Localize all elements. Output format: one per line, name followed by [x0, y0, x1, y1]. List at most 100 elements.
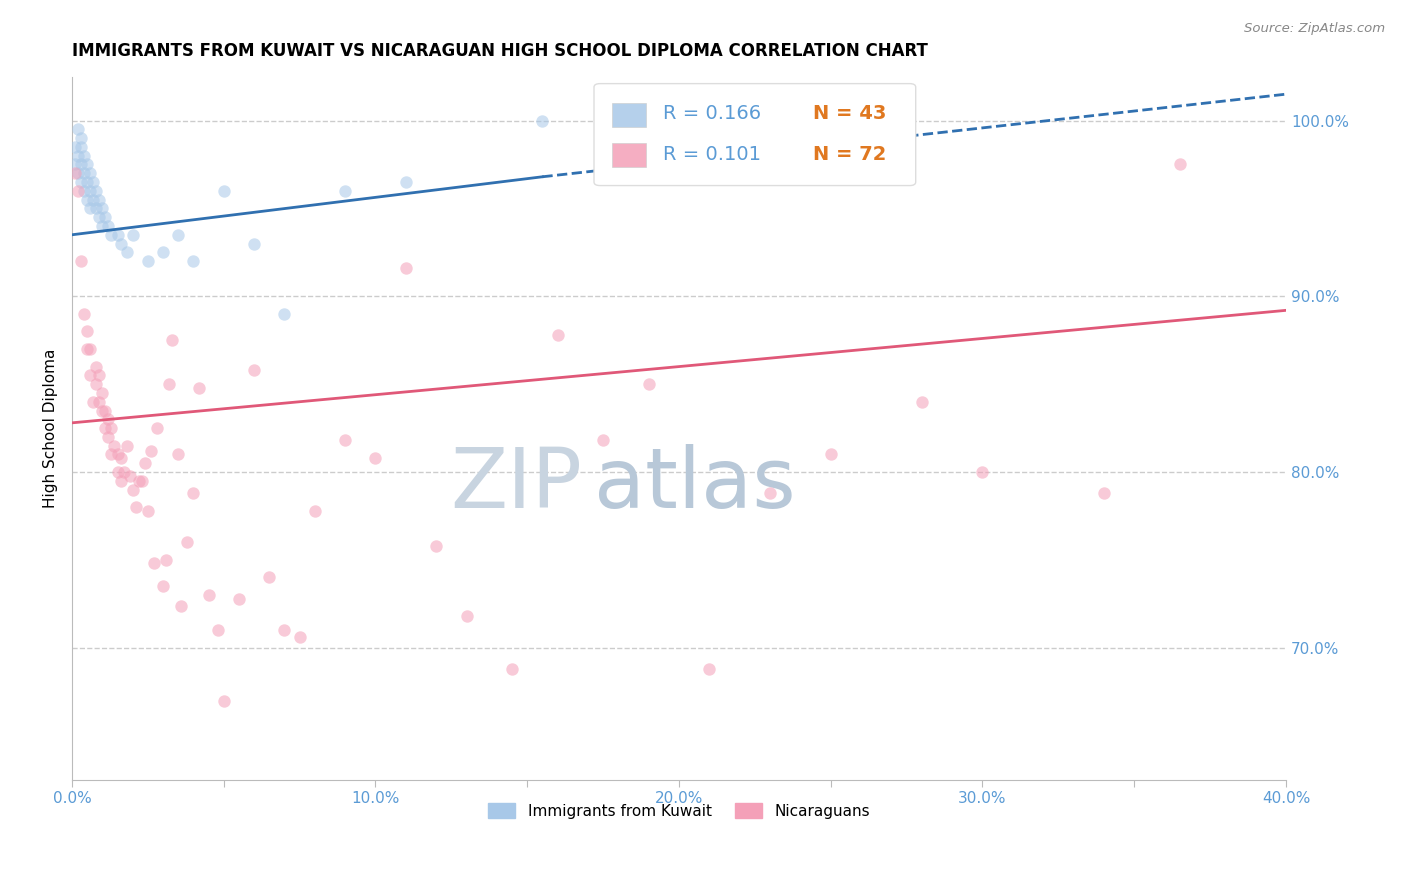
Point	[63, 140, 86, 154]
Point	[228, 591, 250, 606]
Point	[547, 328, 569, 343]
Point	[97, 219, 120, 233]
Point	[157, 377, 180, 392]
Point	[97, 412, 120, 426]
Point	[89, 368, 111, 383]
Point	[67, 166, 90, 180]
Point	[820, 447, 842, 461]
Point	[94, 421, 117, 435]
Point	[76, 175, 98, 189]
Point	[110, 450, 132, 465]
Point	[288, 630, 311, 644]
FancyBboxPatch shape	[593, 84, 915, 186]
Point	[91, 403, 114, 417]
Point	[84, 184, 107, 198]
Point	[76, 193, 98, 207]
Point	[115, 245, 138, 260]
Point	[183, 486, 205, 500]
Point	[110, 236, 132, 251]
Point	[67, 184, 90, 198]
Point	[212, 184, 235, 198]
Point	[395, 261, 418, 276]
Text: R = 0.101: R = 0.101	[664, 145, 761, 164]
Point	[531, 113, 554, 128]
Point	[100, 421, 122, 435]
Point	[112, 465, 135, 479]
Point	[592, 434, 614, 448]
Point	[139, 444, 162, 458]
Point	[364, 450, 387, 465]
Point	[333, 184, 356, 198]
FancyBboxPatch shape	[612, 103, 647, 127]
Point	[89, 394, 111, 409]
Point	[94, 210, 117, 224]
Point	[73, 149, 96, 163]
Point	[118, 468, 141, 483]
Point	[82, 175, 104, 189]
Point	[84, 202, 107, 216]
Text: IMMIGRANTS FROM KUWAIT VS NICARAGUAN HIGH SCHOOL DIPLOMA CORRELATION CHART: IMMIGRANTS FROM KUWAIT VS NICARAGUAN HIG…	[72, 42, 928, 60]
Point	[89, 210, 111, 224]
Point	[89, 193, 111, 207]
Point	[79, 368, 101, 383]
Point	[142, 557, 165, 571]
Point	[121, 227, 143, 242]
Point	[155, 553, 177, 567]
Point	[82, 193, 104, 207]
Point	[170, 599, 193, 613]
Point	[212, 693, 235, 707]
Point	[425, 539, 447, 553]
Point	[637, 377, 659, 392]
Point	[107, 447, 129, 461]
Point	[333, 434, 356, 448]
Point	[70, 140, 93, 154]
Point	[183, 254, 205, 268]
Point	[131, 474, 153, 488]
Point	[91, 219, 114, 233]
Point	[107, 227, 129, 242]
Point	[76, 342, 98, 356]
Point	[167, 447, 190, 461]
Point	[456, 609, 478, 624]
Point	[100, 227, 122, 242]
Point	[972, 465, 994, 479]
Point	[107, 465, 129, 479]
Point	[136, 254, 159, 268]
Point	[243, 363, 266, 377]
Point	[67, 149, 90, 163]
Point	[70, 254, 93, 268]
Point	[84, 377, 107, 392]
Point	[207, 624, 229, 638]
Point	[82, 394, 104, 409]
Point	[273, 624, 295, 638]
Point	[79, 184, 101, 198]
Point	[125, 500, 148, 515]
Point	[110, 474, 132, 488]
Point	[304, 504, 326, 518]
Point	[73, 166, 96, 180]
Point	[167, 227, 190, 242]
Point	[259, 570, 281, 584]
Point	[759, 486, 782, 500]
FancyBboxPatch shape	[612, 144, 647, 168]
Point	[176, 535, 198, 549]
Point	[103, 439, 125, 453]
Text: ZIP: ZIP	[450, 444, 582, 524]
Point	[395, 175, 418, 189]
Point	[79, 202, 101, 216]
Point	[73, 184, 96, 198]
Point	[243, 236, 266, 251]
Point	[128, 474, 150, 488]
Point	[273, 307, 295, 321]
Point	[94, 403, 117, 417]
Text: N = 72: N = 72	[813, 145, 886, 164]
Point	[79, 342, 101, 356]
Point	[160, 333, 183, 347]
Point	[134, 456, 156, 470]
Point	[1092, 486, 1115, 500]
Text: N = 43: N = 43	[813, 104, 886, 123]
Point	[188, 381, 211, 395]
Point	[136, 504, 159, 518]
Point	[70, 175, 93, 189]
Point	[97, 430, 120, 444]
